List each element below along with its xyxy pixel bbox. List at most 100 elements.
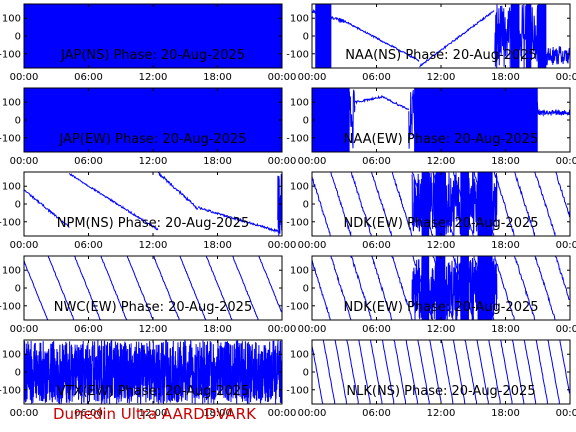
phase-trace: [197, 206, 280, 233]
phase-trace: [330, 256, 352, 320]
x-tick-label: 18:00: [203, 240, 232, 251]
chart-panel-7: 100 0 -100 00:00 06:00 12:00 18:00 00:00 NWC(EW)…: [0, 255, 296, 335]
phase-trace: [391, 256, 413, 320]
phase-trace: [464, 340, 477, 404]
y-tick-label: 0: [303, 116, 309, 127]
x-tick-label: 00:00: [556, 408, 576, 419]
x-tick-label: 00:00: [556, 324, 576, 335]
x-tick-label: 00:00: [298, 72, 327, 83]
chart-title: NAA(EW) Phase: 20-Aug-2025: [344, 132, 539, 147]
x-tick-label: 06:00: [362, 408, 391, 419]
phase-trace: [405, 340, 418, 404]
chart-panel-10: 100 0 -100 00:00 06:00 12:00 18:00 00:00 NLK(NS)…: [286, 339, 576, 419]
phase-trace: [350, 172, 372, 236]
phase-trace: [126, 256, 154, 320]
y-tick-label: -100: [286, 133, 309, 144]
x-tick-label: 12:00: [139, 72, 168, 83]
chart-panel-6: 100 0 -100 00:00 06:00 12:00 18:00 00:00 NDK(EW)…: [286, 171, 576, 251]
x-tick-label: 06:00: [362, 240, 391, 251]
y-tick-label: 0: [303, 284, 309, 295]
chart-title: JAP(NS) Phase: 20-Aug-2025: [60, 48, 245, 63]
phase-trace: [157, 172, 199, 211]
x-tick-label: 00:00: [10, 156, 39, 167]
y-tick-label: -100: [286, 385, 309, 396]
chart-panel-3: 100 0 -100 00:00 06:00 12:00 18:00 00:00 JAP(EW)…: [0, 87, 297, 167]
x-tick-label: 00:00: [268, 72, 297, 83]
y-tick-label: -100: [0, 49, 21, 60]
x-tick-label: 18:00: [491, 72, 520, 83]
x-tick-label: 00:00: [268, 324, 297, 335]
x-tick-label: 00:00: [298, 408, 327, 419]
phase-trace: [535, 340, 548, 404]
phase-trace: [312, 88, 356, 152]
x-tick-label: 12:00: [427, 324, 456, 335]
y-tick-label: 0: [303, 32, 309, 43]
phase-trace: [391, 172, 413, 236]
y-tick-label: -100: [0, 385, 21, 396]
x-tick-label: 18:00: [491, 324, 520, 335]
phase-trace: [452, 340, 466, 404]
phase-trace: [100, 256, 128, 320]
chart-title: NAA(NS) Phase: 20-Aug-2025: [345, 48, 537, 63]
y-tick-label: 100: [290, 350, 309, 361]
phase-trace: [514, 172, 535, 236]
phase-trace: [334, 340, 347, 404]
y-tick-label: 100: [290, 98, 309, 109]
y-tick-label: 100: [290, 182, 309, 193]
chart-panel-1: 100 0 -100 00:00 06:00 12:00 18:00 00:00 JAP(NS)…: [0, 3, 297, 83]
phase-trace: [330, 172, 352, 236]
x-tick-label: 00:00: [10, 240, 39, 251]
x-tick-label: 12:00: [427, 408, 456, 419]
x-tick-label: 18:00: [203, 72, 232, 83]
phase-trace: [555, 172, 570, 218]
chart-title: NDK(EW) Phase: 20-Aug-2025: [343, 300, 538, 315]
x-tick-label: 18:00: [491, 240, 520, 251]
x-tick-label: 06:00: [74, 240, 103, 251]
trace-group: [24, 172, 282, 236]
y-tick-label: 0: [15, 200, 21, 211]
x-tick-label: 18:00: [203, 408, 232, 419]
trace-group: [312, 172, 570, 236]
trace-fill-block: [421, 256, 430, 320]
x-tick-label: 12:00: [427, 72, 456, 83]
x-tick-label: 12:00: [427, 240, 456, 251]
y-tick-label: 0: [303, 368, 309, 379]
y-tick-label: -100: [0, 301, 21, 312]
x-tick-label: 00:00: [10, 72, 39, 83]
phase-trace: [417, 340, 430, 404]
y-tick-label: 0: [15, 32, 21, 43]
x-tick-label: 00:00: [556, 156, 576, 167]
phase-trace: [350, 256, 372, 320]
chart-panel-9: 100 0 -100 00:00 06:00 12:00 18:00 00:00 VTX(EW)…: [0, 339, 296, 419]
phase-trace: [24, 88, 282, 152]
phase-trace: [429, 340, 442, 404]
trace-group: [312, 340, 570, 404]
x-tick-label: 12:00: [139, 408, 168, 419]
y-tick-label: 0: [15, 116, 21, 127]
phase-trace: [370, 256, 392, 320]
phase-trace: [24, 4, 282, 68]
phase-trace: [312, 345, 324, 404]
phase-trace: [73, 256, 101, 320]
y-tick-label: 0: [15, 368, 21, 379]
y-tick-label: -100: [0, 217, 21, 228]
x-tick-label: 00:00: [298, 240, 327, 251]
phase-trace: [277, 173, 282, 236]
phase-trace: [513, 256, 535, 320]
x-tick-label: 00:00: [10, 324, 39, 335]
y-tick-label: 0: [15, 284, 21, 295]
x-tick-label: 00:00: [268, 156, 297, 167]
y-tick-label: 0: [303, 200, 309, 211]
phase-trace: [476, 340, 489, 404]
chart-title: NWC(EW) Phase: 20-Aug-2025: [54, 300, 252, 315]
x-tick-label: 06:00: [362, 156, 391, 167]
y-tick-label: 100: [2, 14, 21, 25]
x-tick-label: 00:00: [268, 240, 297, 251]
phase-trace: [24, 188, 70, 228]
phase-trace: [338, 17, 420, 62]
x-tick-label: 00:00: [298, 324, 327, 335]
y-tick-label: 100: [2, 182, 21, 193]
chart-title: JAP(EW) Phase: 20-Aug-2025: [58, 132, 246, 147]
phase-trace: [411, 172, 498, 236]
phase-trace: [24, 340, 282, 404]
